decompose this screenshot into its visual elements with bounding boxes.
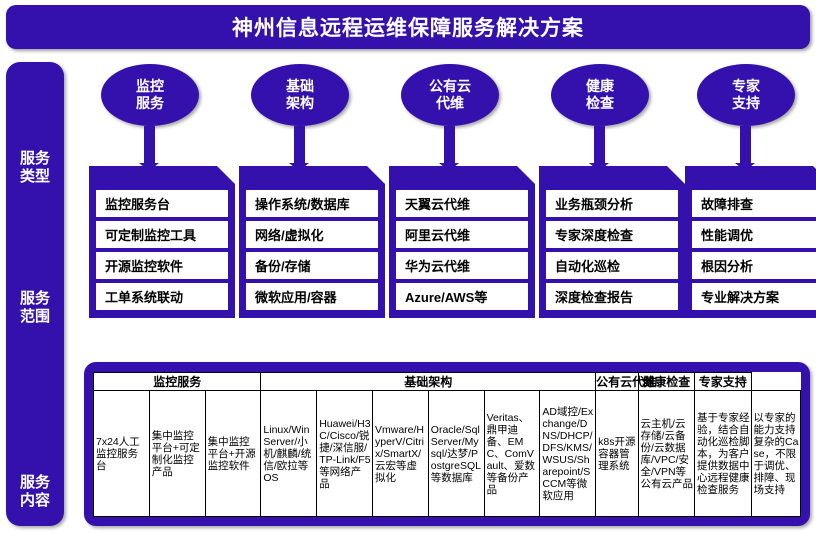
table-cell: 集中监控平台+开源监控软件: [204, 390, 262, 517]
table-cell: AD域控/Exchange/DNS/DHCP/DFS/KMS/WSUS/Shar…: [539, 390, 597, 517]
table-header-monitoring: 监控服务: [92, 372, 262, 391]
scope-item[interactable]: 性能调优: [692, 221, 816, 248]
connector-arrow-health-check: [589, 126, 609, 171]
scope-item[interactable]: 自动化巡检: [546, 252, 678, 279]
ellipse-label-line2: 代维: [436, 95, 464, 111]
table-cell: 以专家的能力支持复杂的Case，不限于调优、排障、现场支持: [750, 390, 802, 517]
sidebar-item-service-type-line1: 服务: [19, 150, 50, 167]
table-cell: 7x24人工监控服务台: [93, 390, 150, 517]
ellipse-label-line1: 健康: [586, 78, 614, 94]
table-header-public-cloud: 公有云代维: [595, 372, 656, 391]
service-type-ellipse-infrastructure[interactable]: 基础 架构: [251, 64, 349, 126]
scope-item[interactable]: 可定制监控工具: [96, 221, 228, 248]
connector-arrow-monitoring: [139, 126, 159, 171]
service-type-ellipse-monitoring[interactable]: 监控 服务: [101, 64, 199, 126]
service-content-table: 监控服务 基础架构 公有云代维 健康检查 专家支持 7x24人工监控服务台 集中…: [92, 372, 802, 517]
table-cell: Huawei/H3C/Cisco/锐捷/深信服/TP-Link/F5等网络产品: [316, 390, 373, 517]
service-type-ellipse-expert-support[interactable]: 专家 支持: [697, 64, 795, 126]
ellipse-label-line1: 专家: [732, 78, 760, 94]
scope-item[interactable]: 阿里云代维: [396, 221, 528, 248]
ellipse-label-line2: 服务: [136, 95, 164, 111]
ellipse-label-line1: 监控: [136, 78, 164, 94]
scope-item[interactable]: 开源监控软件: [96, 252, 228, 279]
sidebar-item-service-scope-line2: 范围: [19, 308, 50, 325]
table-cell: Veritas、鼎甲迪备、EMC、ComVault、爱数等备份产品: [483, 390, 541, 517]
scope-item[interactable]: Azure/AWS等: [396, 283, 528, 310]
service-scope-card-infrastructure: 操作系统/数据库 网络/虚拟化 备份/存储 微软应用/容器: [239, 166, 385, 318]
ellipse-label-line1: 公有云: [429, 78, 471, 94]
scope-item[interactable]: 备份/存储: [246, 252, 378, 279]
sidebar-item-service-content: 服务 内容: [6, 474, 64, 510]
ellipse-label-line2: 架构: [286, 95, 314, 111]
sidebar-item-service-scope-line1: 服务: [19, 290, 50, 307]
page-title: 神州信息远程运维保障服务解决方案: [232, 17, 584, 40]
connector-arrow-infrastructure: [289, 126, 309, 171]
table-row: 7x24人工监控服务台 集中监控平台+可定制化监控产品 集中监控平台+开源监控软…: [93, 390, 802, 517]
table-cell: Linux/WinServer/小机/麒麟/统信/欧拉等OS: [260, 390, 318, 517]
table-cell: Oracle/SqlServer/Mysql/达梦/PostgreSQL等数据库: [427, 390, 485, 517]
sidebar-item-service-type-line2: 类型: [19, 168, 50, 185]
page-title-bar: 神州信息远程运维保障服务解决方案: [6, 5, 810, 49]
table-header-row: 监控服务 基础架构 公有云代维 健康检查 专家支持: [92, 372, 801, 391]
ellipse-label-line1: 基础: [286, 78, 314, 94]
sidebar-item-service-content-line2: 内容: [19, 492, 50, 509]
table-cell: 基于专家经验，结合自动化巡检脚本，为客户提供数据中心远程健康检查服务: [694, 390, 752, 517]
scope-item[interactable]: 工单系统联动: [96, 283, 228, 310]
service-type-ellipse-health-check[interactable]: 健康 检查: [551, 64, 649, 126]
scope-item[interactable]: 天翼云代维: [396, 190, 528, 217]
service-scope-card-monitoring: 监控服务台 可定制监控工具 开源监控软件 工单系统联动: [89, 166, 235, 318]
connector-arrow-expert-support: [735, 126, 755, 171]
scope-item[interactable]: 专家深度检查: [546, 221, 678, 248]
table-cell: Vmware/HyperV/Citrix/SmartX/云宏等虚拟化: [371, 390, 429, 517]
service-scope-card-public-cloud: 天翼云代维 阿里云代维 华为云代维 Azure/AWS等: [389, 166, 535, 318]
scope-item[interactable]: 微软应用/容器: [246, 283, 378, 310]
scope-item[interactable]: 业务瓶颈分析: [546, 190, 678, 217]
sidebar: 服务 类型 服务 范围 服务 内容: [6, 62, 64, 526]
scope-item[interactable]: 华为云代维: [396, 252, 528, 279]
scope-item[interactable]: 操作系统/数据库: [246, 190, 378, 217]
table-header-expert-support: 专家支持: [694, 372, 752, 391]
table-header-infrastructure: 基础架构: [260, 372, 597, 391]
service-content-panel: 监控服务 基础架构 公有云代维 健康检查 专家支持 7x24人工监控服务台 集中…: [84, 362, 810, 526]
sidebar-item-service-type: 服务 类型: [6, 150, 64, 186]
service-scope-card-health-check: 业务瓶颈分析 专家深度检查 自动化巡检 深度检查报告: [539, 166, 685, 318]
connector-arrow-public-cloud: [439, 126, 459, 171]
sidebar-item-service-content-line1: 服务: [19, 474, 50, 491]
scope-item[interactable]: 专业解决方案: [692, 283, 816, 310]
scope-item[interactable]: 故障排查: [692, 190, 816, 217]
table-cell: 云主机/云存储/云备份/云数据库/VPC/安全/VPN等公有云产品: [637, 390, 696, 517]
table-cell: k8s开源容器管理系统: [595, 390, 639, 517]
service-scope-card-expert-support: 故障排查 性能调优 根因分析 专业解决方案: [685, 166, 816, 318]
service-type-ellipse-public-cloud[interactable]: 公有云 代维: [401, 64, 499, 126]
scope-item[interactable]: 网络/虚拟化: [246, 221, 378, 248]
ellipse-label-line2: 检查: [586, 95, 614, 111]
scope-item[interactable]: 深度检查报告: [546, 283, 678, 310]
ellipse-label-line2: 支持: [732, 95, 760, 111]
scope-item[interactable]: 根因分析: [692, 252, 816, 279]
table-cell: 集中监控平台+可定制化监控产品: [148, 390, 206, 517]
sidebar-item-service-scope: 服务 范围: [6, 290, 64, 326]
table-header-health-check: 健康检查: [637, 372, 696, 391]
scope-item[interactable]: 监控服务台: [96, 190, 228, 217]
